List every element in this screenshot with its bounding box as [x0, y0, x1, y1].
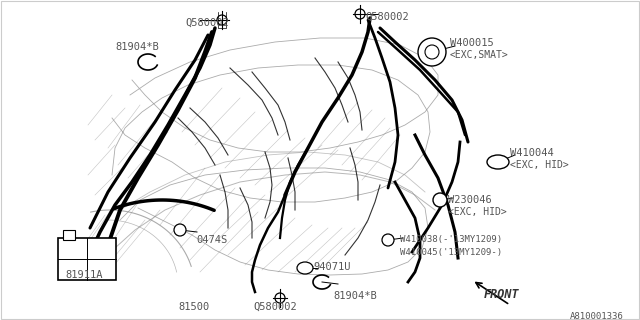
Text: 81500: 81500 — [178, 302, 209, 312]
Text: <EXC,SMAT>: <EXC,SMAT> — [450, 50, 509, 60]
Circle shape — [418, 38, 446, 66]
Text: 94071U: 94071U — [313, 262, 351, 272]
Text: 81904*B: 81904*B — [333, 291, 377, 301]
Text: W410044: W410044 — [510, 148, 554, 158]
Text: A810001336: A810001336 — [570, 312, 624, 320]
Bar — [63, 230, 75, 240]
Circle shape — [433, 193, 447, 207]
Text: W400015: W400015 — [450, 38, 493, 48]
Text: 0474S: 0474S — [196, 235, 227, 245]
Circle shape — [275, 293, 285, 303]
Text: Q580002: Q580002 — [185, 18, 228, 28]
Text: Q580002: Q580002 — [365, 12, 409, 22]
Bar — [58, 238, 116, 280]
Text: 81911A: 81911A — [65, 270, 102, 280]
Circle shape — [425, 45, 439, 59]
Text: <EXC, HID>: <EXC, HID> — [448, 207, 507, 217]
Text: 81904*B: 81904*B — [115, 42, 159, 52]
Text: W410045('13MY1209-): W410045('13MY1209-) — [400, 248, 502, 257]
Circle shape — [355, 9, 365, 19]
Text: W230046: W230046 — [448, 195, 492, 205]
Ellipse shape — [487, 155, 509, 169]
Circle shape — [174, 224, 186, 236]
Circle shape — [382, 234, 394, 246]
Text: W410038(-'13MY1209): W410038(-'13MY1209) — [400, 235, 502, 244]
Ellipse shape — [297, 262, 313, 274]
Text: <EXC, HID>: <EXC, HID> — [510, 160, 569, 170]
Text: FRONT: FRONT — [484, 288, 520, 301]
Text: Q580002: Q580002 — [253, 302, 297, 312]
Circle shape — [217, 15, 227, 25]
